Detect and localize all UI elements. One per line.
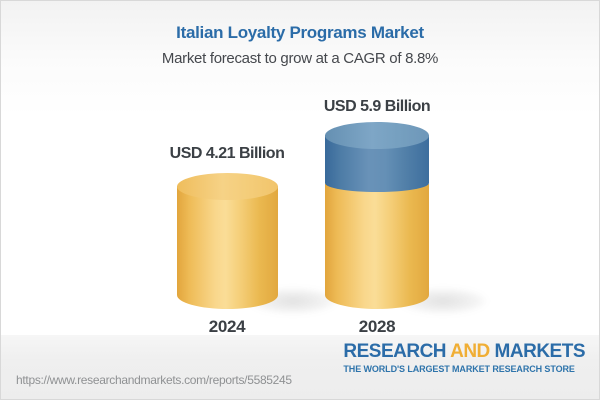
cylinder-2028-top-face [325, 122, 429, 149]
category-label-2024: 2024 [208, 317, 246, 336]
chart-title: Italian Loyalty Programs Market [176, 23, 424, 42]
value-label-2028: USD 5.9 Billion [323, 98, 431, 115]
research-and-markets-logo: RESEARCH AND MARKETS THE WORLD'S LARGEST… [343, 341, 585, 374]
report-url: https://www.researchandmarkets.com/repor… [16, 373, 292, 387]
value-label-2024: USD 4.21 Billion [169, 145, 285, 162]
cylinder-2024-body [177, 186, 278, 309]
logo-word-markets: MARKETS [494, 341, 586, 362]
logo-wordmark: RESEARCH AND MARKETS [343, 341, 585, 363]
cylinder-2024-top-face [177, 173, 278, 200]
cylinder-2028-gold-segment [325, 184, 429, 309]
logo-tagline: THE WORLD'S LARGEST MARKET RESEARCH STOR… [343, 364, 575, 374]
logo-word-and: AND [450, 341, 490, 362]
category-label-2028: 2028 [358, 317, 396, 336]
footer-bar: https://www.researchandmarkets.com/repor… [1, 335, 599, 399]
chart-subtitle: Market forecast to grow at a CAGR of 8.8… [161, 50, 439, 67]
logo-word-research: RESEARCH [343, 341, 447, 362]
